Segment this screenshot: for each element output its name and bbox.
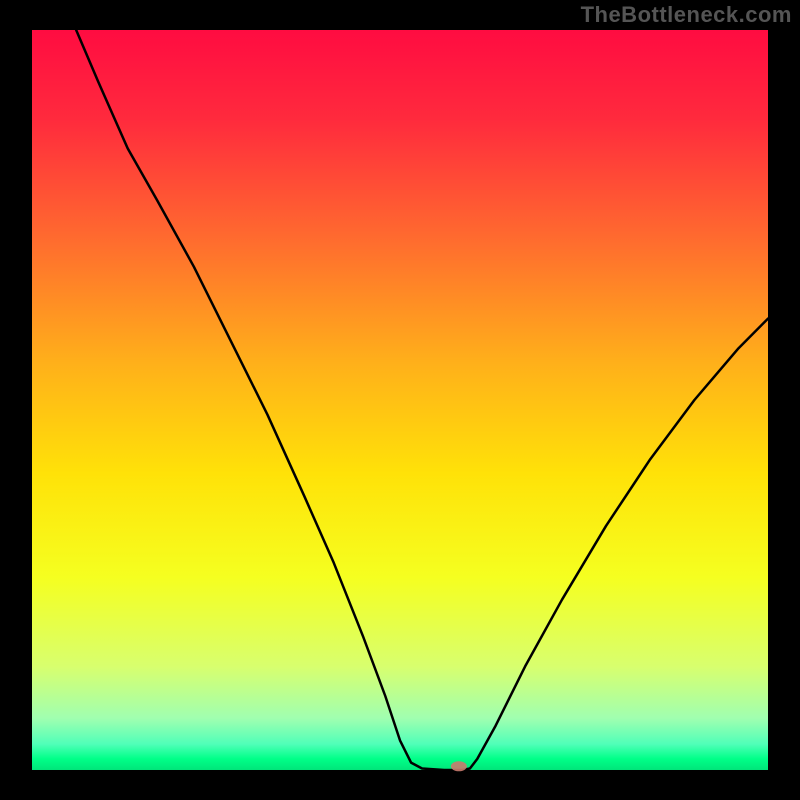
optimal-point-marker bbox=[451, 761, 467, 771]
bottleneck-chart: TheBottleneck.com bbox=[0, 0, 800, 800]
plot-area bbox=[32, 30, 768, 770]
chart-svg bbox=[0, 0, 800, 800]
